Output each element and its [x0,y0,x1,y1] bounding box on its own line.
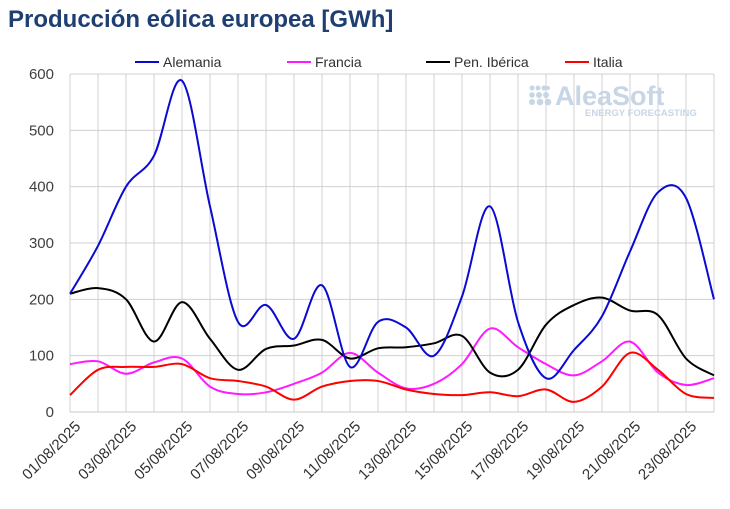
x-tick-label: 13/08/2025 [355,418,420,483]
aleasoft-logo: AleaSoft ENERGY FORECASTING [529,81,697,119]
x-tick-label: 17/08/2025 [467,418,532,483]
legend-label: Francia [315,54,362,70]
x-tick-label: 11/08/2025 [300,418,364,482]
x-tick-label: 07/08/2025 [187,418,252,483]
legend: Alemania Francia Pen. Ibérica Italia [135,54,623,70]
y-axis-ticks: 0 100 200 300 400 500 600 [29,66,54,421]
y-tick-label: 400 [29,179,54,196]
series-line-italia [69,351,715,403]
y-tick-label: 600 [29,66,54,83]
y-tick-label: 0 [46,404,54,421]
x-tick-label: 15/08/2025 [411,418,476,483]
chart-title: Producción eólica europea [GWh] [8,6,394,33]
logo-tagline: ENERGY FORECASTING [585,108,697,119]
x-tick-label: 21/08/2025 [579,418,644,483]
y-tick-label: 100 [29,348,54,365]
x-tick-label: 19/08/2025 [523,418,588,483]
series-lines [69,79,715,403]
x-tick-label: 09/08/2025 [243,418,308,483]
x-tick-label: 05/08/2025 [131,418,196,483]
y-tick-label: 300 [29,235,54,252]
y-tick-label: 500 [29,122,54,139]
legend-label: Italia [593,54,623,70]
y-tick-label: 200 [29,291,54,308]
series-line-pen-ib-rica [69,287,715,378]
legend-label: Alemania [163,54,222,70]
series-line-francia [69,327,715,396]
series-line-alemania [69,79,715,380]
x-axis-ticks: 01/08/202503/08/202505/08/202507/08/2025… [19,418,700,483]
x-tick-label: 23/08/2025 [635,418,700,483]
x-tick-label: 03/08/2025 [75,418,140,483]
logo-dots-icon [529,85,552,106]
legend-label: Pen. Ibérica [454,54,529,70]
gridlines [69,73,715,413]
logo-name: AleaSoft [555,81,665,111]
x-tick-label: 01/08/2025 [19,418,84,483]
